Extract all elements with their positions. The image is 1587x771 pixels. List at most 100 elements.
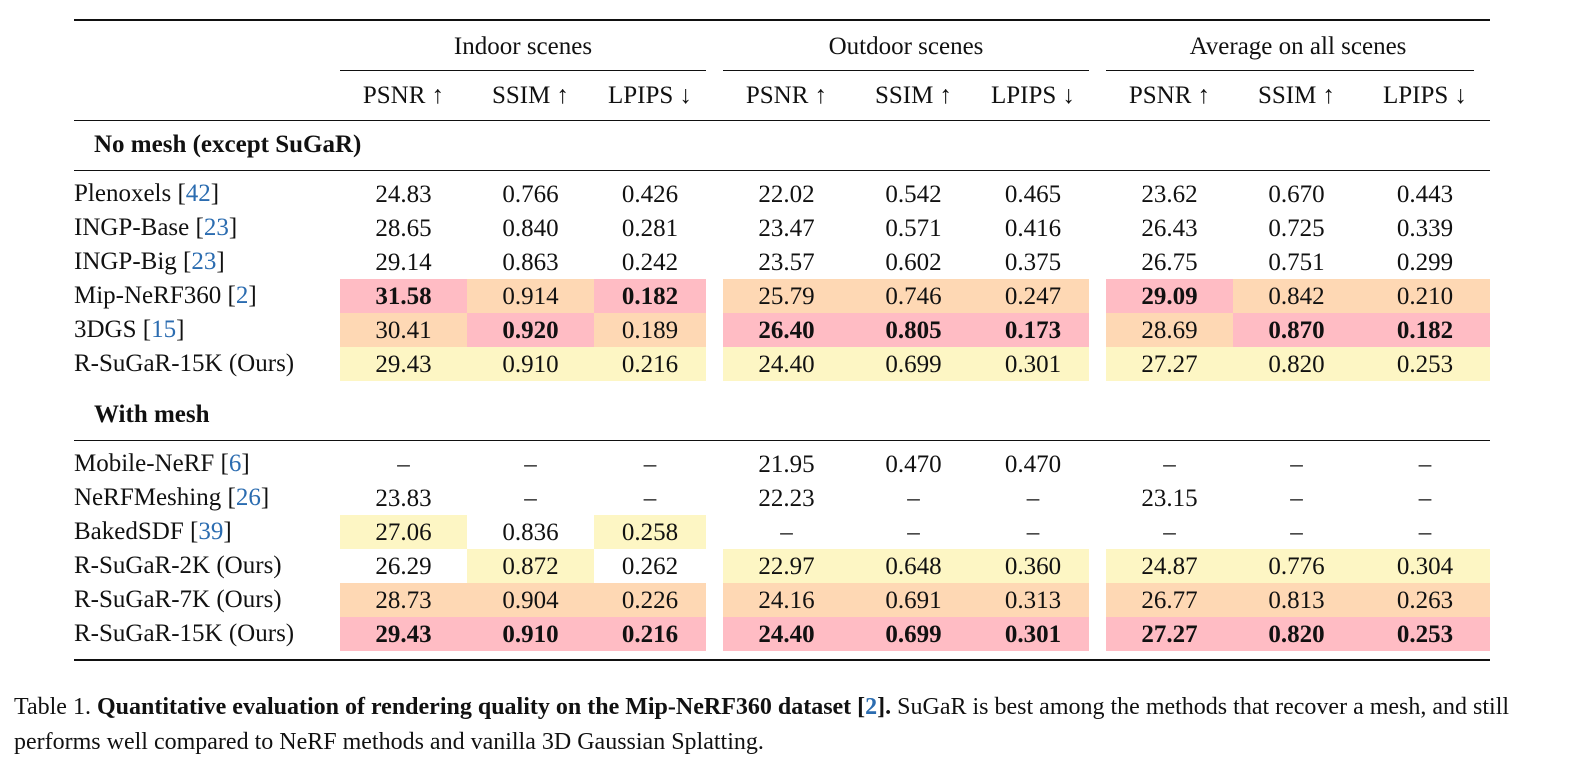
table-cell: 23.57 — [758, 248, 815, 276]
table-cell: 27.06 — [340, 515, 467, 549]
method-name: R-SuGaR-7K (Ours) — [74, 586, 282, 613]
table-cell: 22.02 — [758, 180, 815, 208]
table-cell: 0.470 — [885, 450, 942, 478]
table-cell: 24.16 — [723, 583, 850, 617]
table-cell: 23.62 — [1141, 180, 1198, 208]
citation-link[interactable]: 15 — [151, 316, 177, 343]
table-cell: 29.09 — [1106, 279, 1233, 313]
table-cell: 0.542 — [885, 180, 942, 208]
header-rule — [74, 120, 1490, 121]
citation-link[interactable]: 23 — [191, 248, 217, 275]
table-cell: 0.691 — [850, 583, 977, 617]
table-cell: 0.725 — [1268, 214, 1325, 242]
section-title: With mesh — [94, 401, 210, 428]
table-cell: 0.836 — [502, 518, 559, 546]
table-cell: 28.65 — [375, 214, 432, 242]
table-cell: 0.571 — [885, 214, 942, 242]
table-cell: 26.40 — [723, 313, 850, 347]
table-cell: 0.670 — [1268, 180, 1325, 208]
column-header: SSIM ↑ — [1257, 82, 1336, 109]
section-title: No mesh (except SuGaR) — [94, 131, 362, 158]
table-cell: 24.40 — [723, 347, 850, 381]
column-header: LPIPS ↓ — [990, 82, 1076, 109]
column-header: PSNR ↑ — [745, 82, 828, 109]
table-cell: 0.443 — [1396, 180, 1454, 208]
table-cell: 0.301 — [977, 617, 1089, 651]
table-cell: 0.465 — [1004, 180, 1062, 208]
method-name: BakedSDF [39] — [74, 518, 232, 545]
table-cell: 29.43 — [340, 347, 467, 381]
table-cell: 0.253 — [1360, 347, 1490, 381]
method-name: INGP-Big [23] — [74, 248, 225, 275]
table-cell: 0.842 — [1233, 279, 1360, 313]
column-header: SSIM ↑ — [874, 82, 953, 109]
citation-link[interactable]: 23 — [203, 214, 229, 241]
caption-title-close: ]. — [877, 694, 892, 720]
method-name: Mobile-NeRF [6] — [74, 450, 250, 477]
table-cell: 29.43 — [340, 617, 467, 651]
table-cell: 0.216 — [594, 617, 706, 651]
table-cell: 0.602 — [885, 248, 942, 276]
method-name: 3DGS [15] — [74, 316, 185, 343]
table-cell: – — [1418, 518, 1432, 546]
table-cell: 29.14 — [375, 248, 432, 276]
table-cell: 0.301 — [977, 347, 1089, 381]
table-cell: 0.189 — [594, 313, 706, 347]
table-cell: 0.281 — [621, 214, 679, 242]
method-name: INGP-Base [23] — [74, 214, 238, 241]
table-cell: 28.69 — [1106, 313, 1233, 347]
method-name: Plenoxels [42] — [74, 180, 220, 207]
table-cell: 0.870 — [1233, 313, 1360, 347]
table-cell: 0.210 — [1360, 279, 1490, 313]
group-rule-indoor — [340, 70, 706, 71]
caption-ref-link[interactable]: 2 — [865, 694, 878, 720]
table-cell: – — [1026, 484, 1040, 512]
citation-link[interactable]: 42 — [185, 180, 211, 207]
table-cell: – — [524, 450, 537, 478]
table-cell: 0.648 — [850, 549, 977, 583]
table-cell: 0.910 — [467, 617, 594, 651]
table-cell: 0.805 — [850, 313, 977, 347]
group-rule-average — [1106, 70, 1474, 71]
table-cell: 23.15 — [1141, 484, 1198, 512]
table-cell: 0.910 — [467, 347, 594, 381]
bottom-rule — [74, 659, 1490, 661]
group-header-average: Average on all scenes — [1189, 33, 1407, 60]
table-cell: 25.79 — [723, 279, 850, 313]
group-header-indoor: Indoor scenes — [453, 33, 593, 60]
table-cell: 31.58 — [340, 279, 467, 313]
method-name: Mip-NeRF360 [2] — [74, 282, 257, 309]
table-cell: – — [1290, 518, 1303, 546]
column-header: LPIPS ↓ — [607, 82, 693, 109]
table-cell: 26.75 — [1141, 248, 1198, 276]
table-cell: 0.360 — [977, 549, 1089, 583]
table-cell: – — [1163, 450, 1176, 478]
table-cell: 22.97 — [723, 549, 850, 583]
table-cell: 24.40 — [723, 617, 850, 651]
table-cell: 0.820 — [1233, 347, 1360, 381]
method-name: R-SuGaR-15K (Ours) — [74, 350, 295, 377]
table-cell: – — [643, 450, 657, 478]
table-cell: – — [643, 484, 657, 512]
table-cell: 0.262 — [621, 552, 679, 580]
caption-title: Quantitative evaluation of rendering qua… — [96, 694, 866, 720]
table-cell: – — [397, 450, 410, 478]
table-cell: – — [1418, 484, 1432, 512]
table-cell: – — [907, 518, 920, 546]
citation-link[interactable]: 39 — [198, 518, 224, 545]
table-cell: 0.751 — [1268, 248, 1325, 276]
table-cell: 0.247 — [977, 279, 1089, 313]
table-cell: – — [1290, 484, 1303, 512]
table-cell: 0.813 — [1233, 583, 1360, 617]
method-name: R-SuGaR-2K (Ours) — [74, 552, 282, 579]
citation-link[interactable]: 2 — [235, 282, 249, 309]
table-cell: 0.904 — [467, 583, 594, 617]
table-cell: 0.470 — [1004, 450, 1062, 478]
table-cell: 0.699 — [850, 347, 977, 381]
top-rule — [74, 19, 1490, 21]
citation-link[interactable]: 26 — [235, 484, 261, 511]
caption-body: SuGaR is best among the methods that rec… — [14, 694, 1510, 755]
table-caption: Table 1. Quantitative evaluation of rend… — [14, 690, 1574, 760]
citation-link[interactable]: 6 — [228, 450, 242, 477]
table-cell: 0.746 — [850, 279, 977, 313]
